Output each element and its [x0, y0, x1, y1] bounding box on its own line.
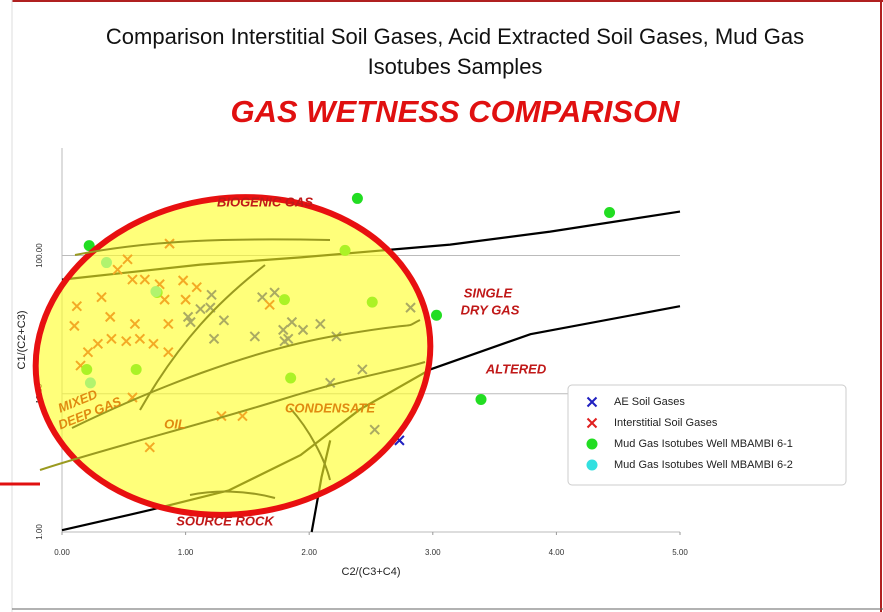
- region-line: [139, 264, 266, 411]
- region-line: [189, 490, 276, 499]
- region-label: DRY GAS: [461, 302, 520, 317]
- legend-label: Mud Gas Isotubes Well MBAMBI 6-1: [614, 438, 793, 450]
- region-line: [39, 361, 426, 471]
- region-label: SOURCE ROCK: [176, 513, 275, 528]
- legend-label: Mud Gas Isotubes Well MBAMBI 6-2: [614, 459, 793, 471]
- legend-label: Interstitial Soil Gases: [614, 417, 718, 429]
- marker-stroke: [394, 435, 405, 446]
- marker-stroke: [586, 396, 598, 408]
- x-tick-label: 2.00: [301, 548, 317, 557]
- point-circle: [604, 206, 616, 218]
- highlight-ellipse: [32, 194, 434, 518]
- x-axis-label: C2/(C3+C4): [342, 566, 401, 578]
- region-line: [289, 407, 331, 481]
- x-tick-label: 4.00: [549, 548, 565, 557]
- point-x: [586, 417, 598, 429]
- x-tick-label: 5.00: [672, 548, 688, 557]
- y-tick-label: 1.00: [35, 524, 44, 540]
- region-line: [71, 319, 421, 429]
- region-label: BIOGENIC GAS: [217, 194, 313, 209]
- point-circle: [586, 459, 598, 471]
- y-axis-label: C1/(C2+C3): [16, 311, 28, 370]
- point-x: [586, 396, 598, 408]
- legend-label: AE Soil Gases: [614, 396, 685, 408]
- region-label: CONDENSATE: [285, 400, 375, 415]
- y-tick-label: 100.00: [35, 243, 44, 268]
- x-tick-label: 1.00: [178, 548, 194, 557]
- x-tick-label: 3.00: [425, 548, 441, 557]
- region-label: SINGLE: [464, 285, 513, 300]
- legend-box: [567, 384, 847, 486]
- point-circle: [431, 309, 443, 321]
- point-circle: [475, 393, 487, 405]
- x-tick-label: 0.00: [54, 548, 70, 557]
- region-label: OIL: [164, 416, 186, 431]
- point-circle: [586, 438, 598, 450]
- legend: AE Soil Gases Interstitial Soil Gases Mud …: [567, 384, 847, 486]
- chart-subtitle: GAS WETNESS COMPARISON: [230, 94, 680, 129]
- point-circle: [351, 192, 363, 204]
- region-line: [74, 238, 331, 256]
- chart-title: Comparison Interstitial Soil Gases, Acid…: [105, 24, 805, 79]
- marker-stroke: [586, 417, 598, 429]
- region-label: ALTERED: [485, 361, 547, 376]
